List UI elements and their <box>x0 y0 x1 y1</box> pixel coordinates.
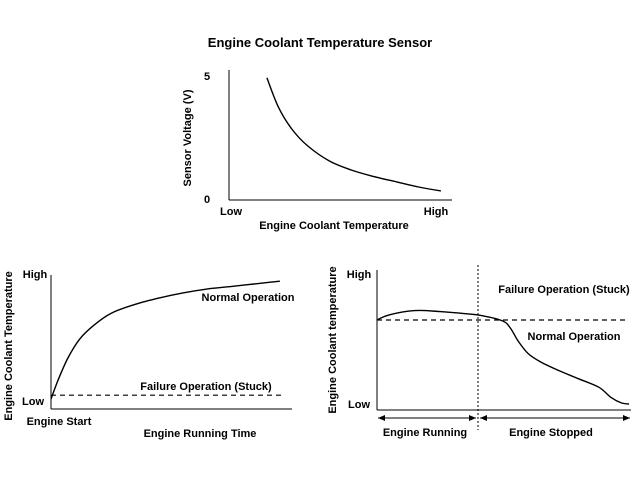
chart-3-engine-running-label: Engine Running <box>383 427 467 439</box>
chart-1-x-axis-label: Engine Coolant Temperature <box>259 220 409 232</box>
chart-1-x-tick-label: High <box>424 206 449 218</box>
chart-1-x-tick-label: Low <box>220 206 242 218</box>
chart-2-normal-operation-line <box>50 280 280 400</box>
chart-1-y-tick-label: 5 <box>204 71 210 83</box>
chart-2-x-tick-label: Engine Start <box>27 416 92 428</box>
chart-1-axes <box>228 70 452 201</box>
figure-title: Engine Coolant Temperature Sensor <box>208 35 432 50</box>
chart-sensor-voltage: 5 0 Low High Engine Coolant Temperature … <box>182 70 452 232</box>
chart-3-normal-operation-line <box>376 309 630 405</box>
chart-2-y-tick-label: High <box>23 269 48 281</box>
chart-running-time: Normal Operation Failure Operation (Stuc… <box>3 269 295 440</box>
chart-running-stopped: Failure Operation (Stuck) Normal Operati… <box>327 265 631 439</box>
chart-2-axes <box>50 275 292 410</box>
chart-3-failure-operation-label: Failure Operation (Stuck) <box>498 284 630 296</box>
chart-3-y-tick-label: Low <box>348 399 370 411</box>
chart-3-y-axis-label: Engine Coolant temperature <box>327 266 339 413</box>
chart-2-x-axis-label: Engine Running Time <box>144 428 257 440</box>
chart-2-y-axis-label: Engine Coolant Temperature <box>3 271 15 421</box>
chart-2-normal-operation-label: Normal Operation <box>202 292 295 304</box>
chart-3-y-tick-label: High <box>347 269 372 281</box>
chart-1-series-line <box>266 77 442 192</box>
chart-1-y-tick-label: 0 <box>204 194 210 206</box>
chart-3-engine-stopped-label: Engine Stopped <box>509 427 593 439</box>
chart-3-axes <box>376 270 631 411</box>
chart-2-failure-operation-label: Failure Operation (Stuck) <box>140 381 272 393</box>
chart-1-y-axis-label: Sensor Voltage (V) <box>182 89 194 186</box>
chart-2-y-tick-label: Low <box>22 396 44 408</box>
chart-3-normal-operation-label: Normal Operation <box>528 331 621 343</box>
